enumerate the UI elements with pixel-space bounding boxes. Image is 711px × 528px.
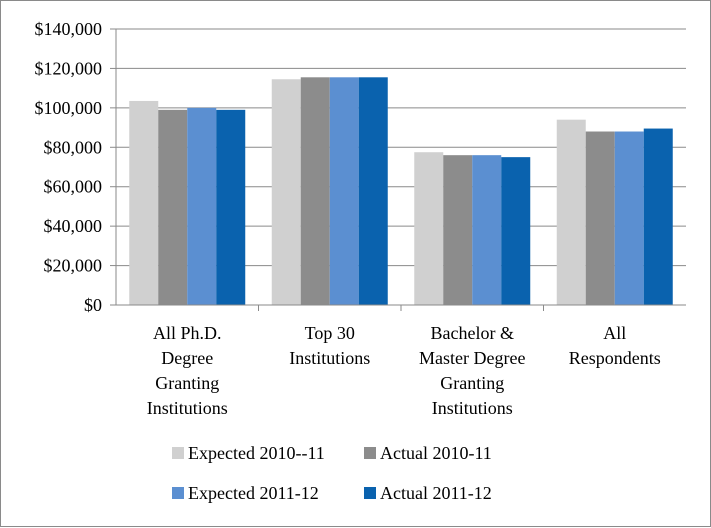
category-label-line: Top 30 xyxy=(305,323,355,343)
bar xyxy=(271,79,301,306)
category-label-line: Bachelor & xyxy=(431,323,514,343)
y-tick-label: $40,000 xyxy=(44,216,103,236)
legend-label: Actual 2011-12 xyxy=(380,483,492,503)
legend-item: Expected 2011-12 xyxy=(172,483,319,503)
y-tick-label: $80,000 xyxy=(44,137,103,157)
category-label-line: Institutions xyxy=(289,348,370,368)
category-label-line: Institutions xyxy=(432,398,513,418)
bar xyxy=(216,109,246,305)
bar xyxy=(187,107,217,305)
legend-swatch xyxy=(364,447,376,459)
category-label-line: Granting xyxy=(440,373,504,393)
y-tick-label: $0 xyxy=(84,295,102,315)
bar xyxy=(414,152,444,305)
legend-item: Actual 2011-12 xyxy=(364,483,492,503)
category-label-line: Respondents xyxy=(569,348,661,368)
category-label-line: Institutions xyxy=(147,398,228,418)
bar xyxy=(158,109,188,305)
bar xyxy=(556,119,586,305)
axes xyxy=(115,29,686,311)
category-label: All Respondents xyxy=(569,323,661,368)
category-label-line: Granting xyxy=(155,373,219,393)
y-tick-label: $120,000 xyxy=(35,58,103,78)
legend: Expected 2010--11 Actual 2010-11 Expected … xyxy=(172,443,492,503)
legend-swatch xyxy=(172,447,184,459)
bar xyxy=(614,131,644,305)
category-label-line: Master Degree xyxy=(419,348,525,368)
legend-swatch xyxy=(364,487,376,499)
bar xyxy=(300,77,330,305)
y-axis-ticks: $0 $20,000 $40,000 $60,000 $80,000 $100,000 $1… xyxy=(35,19,116,315)
category-label-line: All Ph.D. xyxy=(153,323,222,343)
category-label-line: All xyxy=(603,323,626,343)
legend-swatch xyxy=(172,487,184,499)
y-tick-label: $140,000 xyxy=(35,19,103,39)
bar xyxy=(129,100,159,305)
y-tick-label: $20,000 xyxy=(44,256,103,276)
bar xyxy=(585,131,615,305)
y-tick-label: $100,000 xyxy=(35,98,103,118)
bars xyxy=(129,77,673,306)
category-label: Bachelor & Master Degree Granting Instituti… xyxy=(419,323,525,418)
legend-label: Expected 2010--11 xyxy=(188,443,325,463)
bar xyxy=(329,77,359,305)
category-label-line: Degree xyxy=(161,348,213,368)
bar xyxy=(358,77,388,305)
y-tick-label: $60,000 xyxy=(44,177,103,197)
legend-item: Actual 2010-11 xyxy=(364,443,492,463)
bar xyxy=(472,155,502,305)
category-label: Top 30 Institutions xyxy=(289,323,370,368)
legend-item: Expected 2010--11 xyxy=(172,443,325,463)
bar xyxy=(643,128,673,305)
bar xyxy=(501,157,531,305)
bar xyxy=(443,155,473,305)
legend-label: Expected 2011-12 xyxy=(188,483,319,503)
legend-label: Actual 2010-11 xyxy=(380,443,492,463)
category-label: All Ph.D. Degree Granting Institutions xyxy=(147,323,228,418)
